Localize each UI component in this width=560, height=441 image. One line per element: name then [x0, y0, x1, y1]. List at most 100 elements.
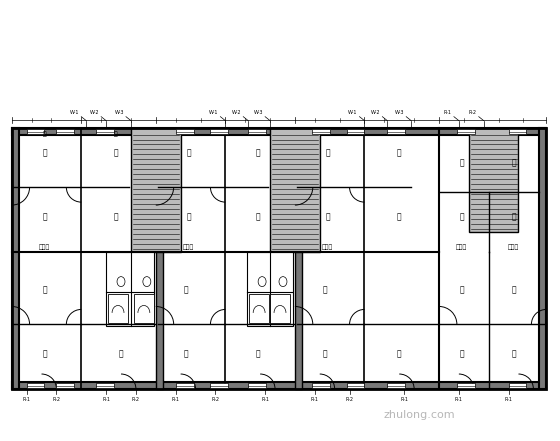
Text: 卧: 卧: [119, 350, 123, 359]
Bar: [156, 127, 163, 389]
Text: 卧: 卧: [42, 213, 47, 221]
Text: 卧: 卧: [460, 350, 464, 359]
Text: zhulong.com: zhulong.com: [383, 410, 455, 420]
Text: 卧: 卧: [323, 350, 327, 359]
Text: 卧: 卧: [325, 148, 330, 157]
Bar: [176, 383, 194, 388]
Text: W-1: W-1: [70, 110, 80, 115]
Text: 卧: 卧: [397, 350, 402, 359]
Text: R-1: R-1: [400, 397, 408, 402]
Ellipse shape: [279, 277, 287, 287]
Text: R-1: R-1: [172, 397, 180, 402]
Bar: [347, 129, 365, 134]
Bar: [347, 383, 365, 388]
Text: W-2: W-2: [90, 110, 99, 115]
Text: 甲一楼: 甲一楼: [39, 244, 50, 250]
Text: R-1: R-1: [22, 397, 31, 402]
Bar: [106, 252, 154, 326]
Text: 卧: 卧: [460, 285, 464, 294]
Text: W-1: W-1: [348, 110, 357, 115]
Text: 厅: 厅: [114, 132, 118, 137]
Bar: [57, 129, 74, 134]
Text: 甲二楼: 甲二楼: [183, 244, 194, 250]
Text: W-3: W-3: [254, 110, 263, 115]
Text: 卧: 卧: [186, 148, 191, 157]
Text: 卧: 卧: [183, 285, 188, 294]
Text: 乙二楼: 乙二楼: [508, 244, 519, 250]
Text: 卧: 卧: [42, 148, 47, 157]
Text: 卧: 卧: [42, 285, 47, 294]
Bar: [457, 383, 475, 388]
Bar: [96, 129, 114, 134]
Bar: [108, 294, 128, 323]
Bar: [134, 294, 154, 323]
Text: 卧: 卧: [397, 213, 402, 221]
Bar: [12, 382, 547, 389]
Bar: [247, 252, 293, 326]
Ellipse shape: [117, 277, 125, 287]
Text: 卧: 卧: [511, 158, 516, 167]
Bar: [388, 129, 405, 134]
Bar: [248, 129, 266, 134]
Text: R-1: R-1: [505, 397, 512, 402]
Ellipse shape: [258, 277, 266, 287]
Text: W-3: W-3: [114, 110, 124, 115]
Text: 卧: 卧: [511, 285, 516, 294]
Bar: [270, 127, 320, 252]
Bar: [249, 294, 269, 323]
Text: W-2: W-2: [232, 110, 241, 115]
Bar: [176, 129, 194, 134]
Text: 卧: 卧: [511, 213, 516, 221]
Text: 卧: 卧: [42, 350, 47, 359]
Bar: [508, 129, 526, 134]
Text: 卧: 卧: [323, 285, 327, 294]
Ellipse shape: [143, 277, 151, 287]
Bar: [12, 127, 547, 135]
Text: 卧: 卧: [186, 213, 191, 221]
Text: 卧: 卧: [183, 350, 188, 359]
Bar: [270, 294, 290, 323]
Bar: [27, 383, 44, 388]
Text: 卧: 卧: [114, 148, 118, 157]
Bar: [57, 383, 74, 388]
Bar: [211, 129, 228, 134]
Bar: [508, 383, 526, 388]
Text: R-1: R-1: [455, 397, 463, 402]
Text: 卧: 卧: [397, 148, 402, 157]
Text: 卧: 卧: [114, 213, 118, 221]
Text: 卧: 卧: [256, 350, 260, 359]
Bar: [96, 383, 114, 388]
Bar: [211, 383, 228, 388]
Text: 卧: 卧: [256, 148, 260, 157]
Text: 卧: 卧: [325, 213, 330, 221]
Text: W-1: W-1: [209, 110, 218, 115]
Bar: [457, 129, 475, 134]
Text: R-2: R-2: [346, 397, 353, 402]
Bar: [12, 127, 547, 389]
Text: W-3: W-3: [395, 110, 404, 115]
Bar: [131, 127, 181, 252]
Bar: [469, 127, 519, 232]
Text: 卧: 卧: [460, 158, 464, 167]
Bar: [312, 129, 330, 134]
Text: 甲一楼: 甲一楼: [322, 244, 333, 250]
Text: R-1: R-1: [311, 397, 319, 402]
Text: R-2: R-2: [469, 110, 477, 115]
Text: 卧: 卧: [256, 213, 260, 221]
Text: 乙一楼: 乙一楼: [456, 244, 468, 250]
Bar: [12, 127, 18, 389]
Text: R-2: R-2: [132, 397, 140, 402]
Bar: [539, 127, 547, 389]
Text: W-2: W-2: [371, 110, 380, 115]
Text: 餐: 餐: [43, 132, 46, 137]
Text: R-1: R-1: [102, 397, 110, 402]
Text: 卧: 卧: [460, 213, 464, 221]
Bar: [295, 127, 302, 389]
Bar: [312, 383, 330, 388]
Text: R-2: R-2: [53, 397, 60, 402]
Bar: [27, 129, 44, 134]
Text: 卧: 卧: [511, 350, 516, 359]
Bar: [248, 383, 266, 388]
Text: R-2: R-2: [212, 397, 220, 402]
Text: R-1: R-1: [444, 110, 452, 115]
